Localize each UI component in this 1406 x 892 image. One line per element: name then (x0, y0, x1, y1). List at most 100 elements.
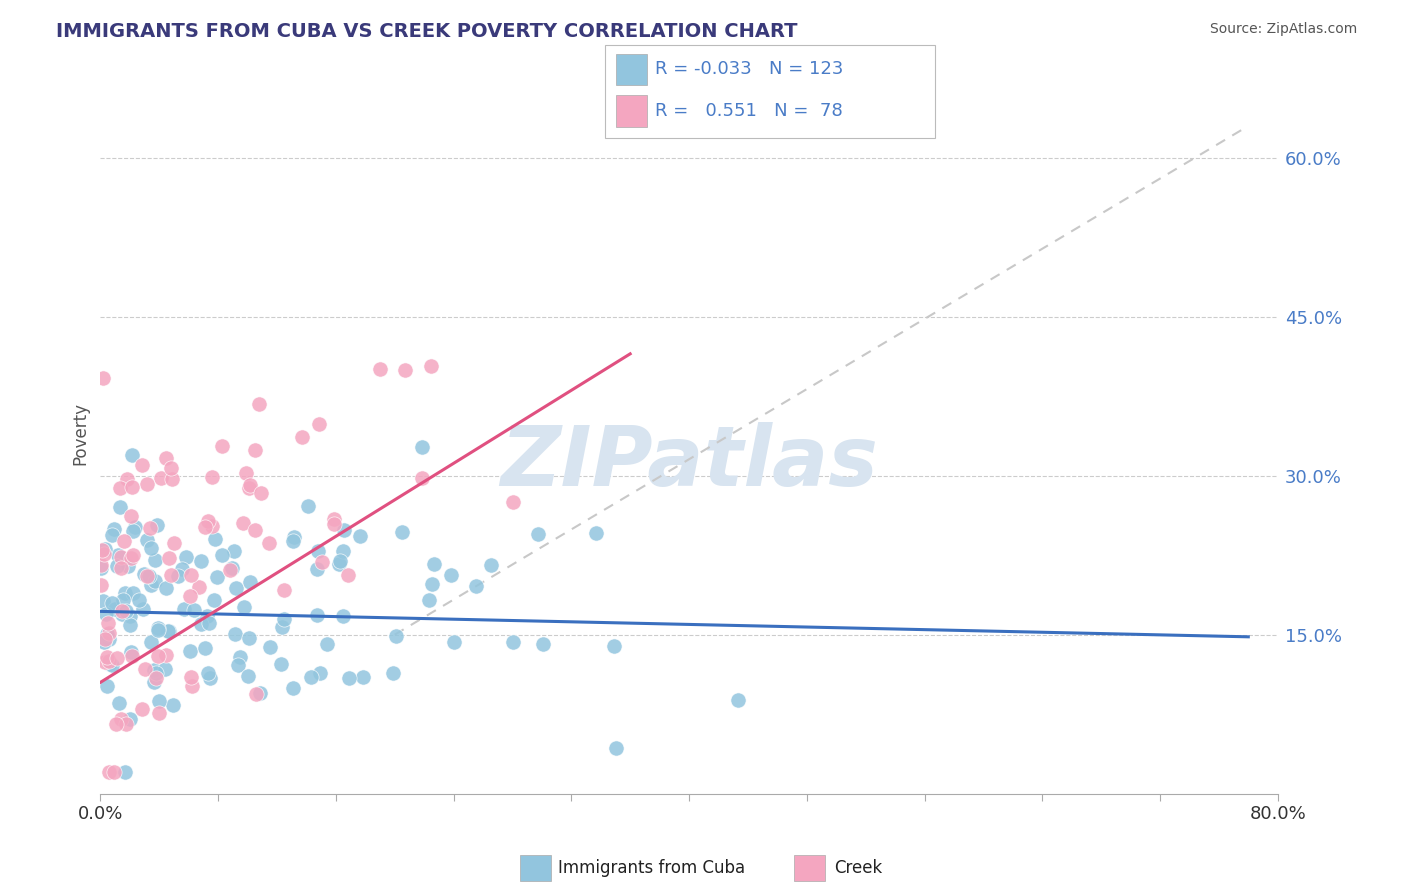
Point (479, 558, 502, 572)
Point (270, 657, 292, 671)
Point (190, 617, 212, 632)
Point (352, 670, 374, 684)
Point (299, 671, 322, 685)
Point (136, 569, 159, 583)
Point (124, 519, 146, 533)
Point (238, 481, 260, 495)
Point (531, 636, 554, 650)
Text: R = -0.033   N = 123: R = -0.033 N = 123 (655, 60, 844, 78)
Point (120, 617, 142, 632)
Point (527, 526, 550, 541)
Point (249, 396, 271, 410)
Point (236, 669, 259, 683)
Point (180, 669, 202, 683)
Point (139, 520, 162, 534)
Point (115, 717, 138, 731)
Point (180, 679, 202, 693)
Point (131, 458, 153, 472)
Point (322, 512, 344, 526)
Point (111, 607, 134, 621)
Point (226, 657, 249, 672)
Point (422, 558, 444, 572)
Point (105, 558, 128, 573)
Point (332, 609, 354, 624)
Point (139, 635, 162, 649)
Point (270, 620, 292, 634)
Point (198, 616, 221, 631)
Point (93, 635, 115, 649)
Point (142, 675, 165, 690)
Point (156, 624, 179, 639)
Point (194, 640, 217, 655)
Point (131, 702, 153, 716)
Point (136, 533, 159, 547)
Point (149, 471, 172, 485)
Point (585, 526, 607, 541)
Point (464, 579, 486, 593)
Point (104, 602, 127, 616)
Point (224, 543, 246, 558)
Point (163, 536, 186, 550)
Point (197, 515, 219, 529)
Point (93, 655, 115, 669)
Point (349, 529, 371, 543)
Point (98, 654, 121, 668)
Point (143, 574, 166, 589)
Point (249, 686, 271, 700)
Point (122, 548, 145, 562)
Point (281, 533, 304, 548)
Point (148, 694, 170, 708)
Point (308, 417, 330, 432)
Point (235, 466, 257, 480)
Point (112, 533, 135, 548)
Point (297, 500, 319, 514)
Text: Creek: Creek (834, 859, 882, 877)
Point (97, 615, 120, 630)
Point (157, 624, 180, 639)
Point (502, 635, 524, 649)
Point (120, 645, 142, 659)
Point (224, 627, 246, 641)
Point (309, 665, 332, 680)
Point (291, 430, 314, 444)
Point (167, 568, 190, 582)
Point (418, 592, 440, 607)
Point (420, 359, 443, 374)
Point (204, 592, 226, 607)
Point (103, 522, 125, 536)
Point (205, 570, 228, 584)
Point (307, 562, 329, 576)
Point (90, 558, 112, 572)
Point (201, 469, 224, 483)
Point (391, 524, 413, 539)
Point (411, 440, 433, 454)
Point (225, 581, 247, 595)
Point (174, 550, 197, 565)
Point (239, 478, 262, 492)
Point (94, 632, 117, 646)
Point (110, 550, 132, 565)
Point (211, 439, 233, 453)
Point (273, 582, 295, 597)
Point (273, 612, 295, 626)
Point (194, 520, 217, 534)
Point (160, 567, 183, 582)
Point (122, 586, 145, 600)
Point (162, 698, 184, 713)
Point (197, 665, 219, 680)
Point (385, 630, 408, 644)
Point (160, 472, 183, 486)
Point (443, 635, 465, 649)
Point (200, 519, 222, 533)
Point (120, 550, 142, 565)
Point (117, 558, 139, 573)
Point (190, 554, 212, 568)
Point (141, 578, 163, 592)
Point (104, 717, 127, 731)
Point (172, 562, 194, 576)
Point (143, 553, 166, 567)
Point (159, 461, 181, 475)
Point (90, 542, 112, 557)
Point (111, 593, 134, 607)
Point (128, 593, 150, 607)
